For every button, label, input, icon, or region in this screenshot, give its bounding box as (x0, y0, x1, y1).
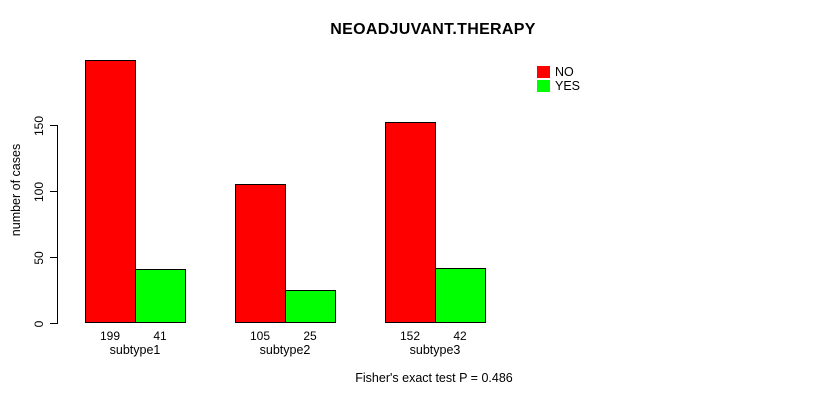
fisher-test-caption: Fisher's exact test P = 0.486 (355, 371, 513, 385)
y-axis-tick-label: 150 (32, 115, 46, 136)
bar-subtype2-no (235, 184, 286, 323)
x-axis-category-label: subtype2 (259, 343, 311, 357)
legend-item-no: NO (537, 64, 580, 79)
legend: NO YES (537, 64, 581, 93)
y-axis-tick (50, 125, 57, 126)
legend-item-yes: YES (537, 78, 581, 93)
x-axis-category-label: subtype3 (409, 343, 461, 357)
y-axis-tick-label: 100 (32, 181, 46, 202)
y-axis-tick-label: 50 (32, 250, 46, 265)
bar-value-label: 42 (453, 329, 467, 343)
y-axis-tick (50, 191, 57, 192)
bar-subtype3-no (385, 122, 436, 323)
chart-title: NEOADJUVANT.THERAPY (330, 21, 536, 38)
bar-value-label: 152 (399, 329, 421, 343)
y-axis-tick-label: 0 (32, 320, 46, 327)
bar-value-label: 41 (153, 329, 167, 343)
bar-subtype2-yes (285, 290, 336, 323)
bar-value-label: 199 (99, 329, 121, 343)
y-axis-tick (50, 257, 57, 258)
x-axis-category-label: subtype1 (109, 343, 161, 357)
y-axis-tick (50, 323, 57, 324)
bar-subtype1-yes (135, 269, 186, 323)
bar-subtype1-no (85, 60, 136, 323)
legend-swatch-yes (537, 79, 550, 92)
legend-label: YES (555, 78, 581, 93)
y-axis-line (57, 125, 58, 324)
bar-subtype3-yes (435, 268, 486, 323)
legend-label: NO (555, 64, 574, 79)
bar-value-label: 105 (249, 329, 271, 343)
bar-value-label: 25 (303, 329, 317, 343)
legend-swatch-no (537, 65, 550, 78)
